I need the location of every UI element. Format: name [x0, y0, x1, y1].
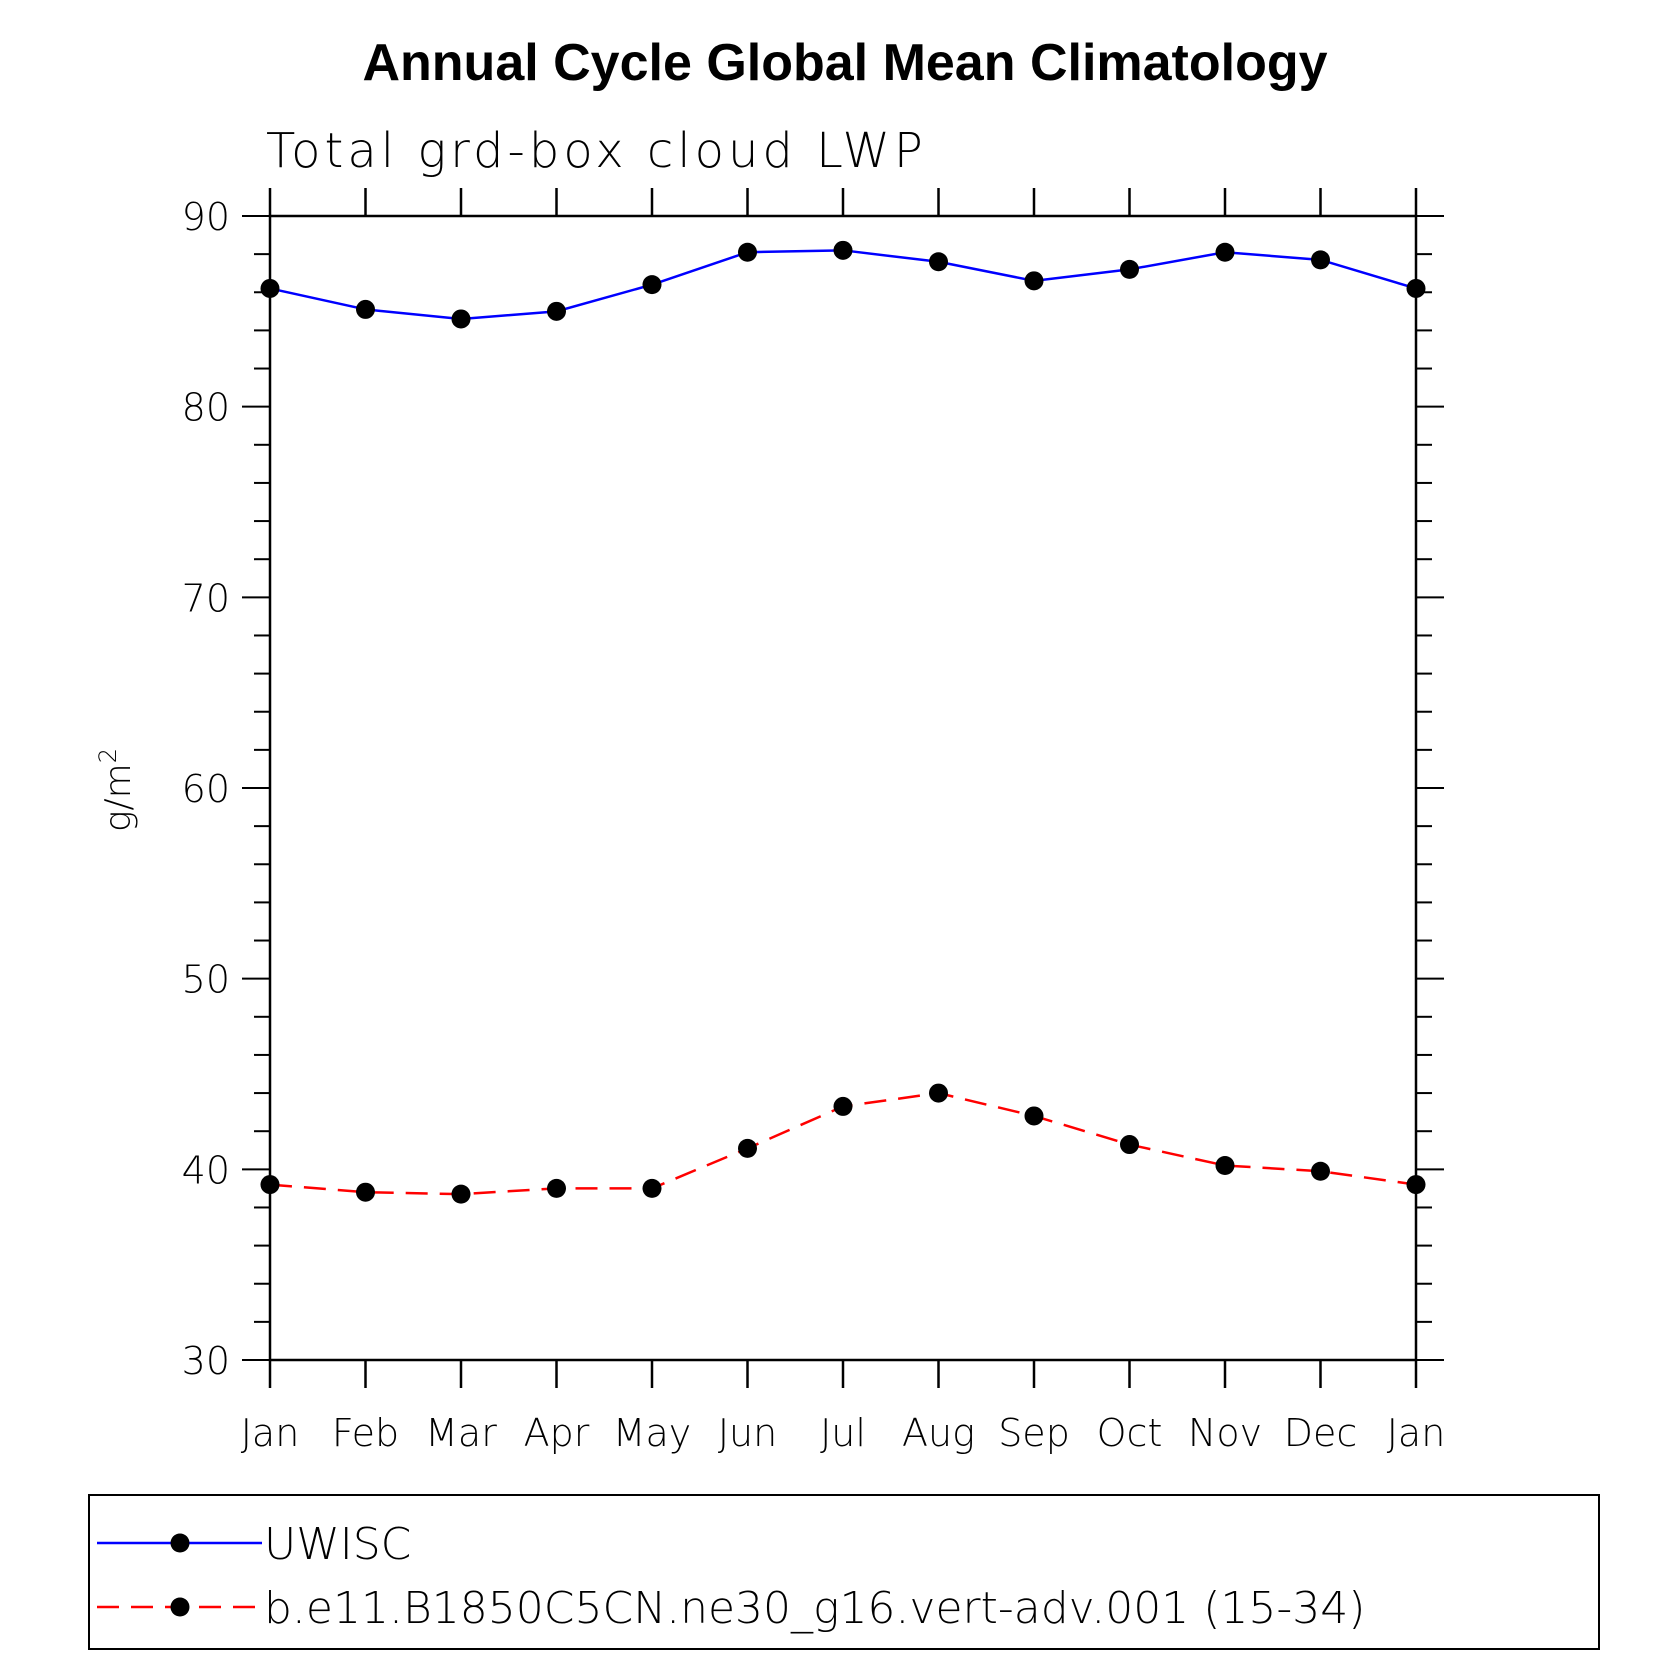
data-point	[929, 252, 948, 272]
data-point	[1120, 259, 1139, 279]
y-tick-label: 80	[182, 386, 230, 430]
data-point	[1024, 271, 1044, 291]
series-group	[260, 240, 1426, 1204]
y-axis-label-superscript: 2	[94, 748, 122, 763]
data-point	[356, 1182, 375, 1202]
axes: Jan Feb Mar Apr May Jun Jul Aug Sep Oct Nov Dec Jan3…	[182, 188, 1446, 1455]
data-point	[1215, 1156, 1235, 1176]
data-point	[1406, 1175, 1426, 1195]
data-point	[260, 1175, 280, 1195]
y-tick-label: 30	[182, 1339, 230, 1383]
chart-subtitle: Total grd-box cloud LWP	[266, 123, 927, 179]
data-point	[738, 242, 757, 262]
data-point	[356, 299, 375, 319]
y-tick-label: 40	[182, 1148, 230, 1192]
data-point	[260, 278, 280, 298]
x-tick-label: Sep	[998, 1411, 1070, 1455]
data-point	[1311, 250, 1330, 270]
x-tick-label: May	[613, 1411, 692, 1455]
x-tick-label: Jan	[241, 1411, 300, 1455]
y-axis-label-base: g/m	[98, 763, 139, 832]
y-tick-label: 90	[182, 195, 230, 239]
data-point	[451, 309, 471, 329]
x-tick-label: Feb	[332, 1411, 399, 1455]
y-tick-label: 60	[182, 767, 230, 811]
data-point	[1406, 278, 1426, 298]
x-tick-label: Aug	[902, 1411, 975, 1455]
data-point	[1311, 1161, 1330, 1181]
data-point	[833, 1096, 853, 1116]
x-tick-label: Apr	[524, 1411, 590, 1455]
y-axis-label: g/m2	[94, 748, 139, 832]
legend: UWISC b.e11.B1850C5CN.ne30_g16.vert-adv.0…	[97, 1519, 1365, 1634]
data-point	[738, 1138, 757, 1158]
x-tick-label: Jan	[1387, 1411, 1446, 1455]
data-point	[1120, 1135, 1139, 1155]
legend-marker-1	[170, 1533, 190, 1553]
x-tick-label: Dec	[1284, 1411, 1358, 1455]
data-point	[547, 1178, 566, 1198]
x-tick-label: Jun	[718, 1411, 777, 1455]
x-tick-label: Jul	[820, 1411, 866, 1455]
data-point	[642, 1178, 662, 1198]
series-line-1	[269, 249, 1417, 321]
plot-area	[268, 214, 1418, 1362]
chart-title: Annual Cycle Global Mean Climatology	[362, 34, 1327, 92]
x-tick-label: Oct	[1097, 1411, 1163, 1455]
legend-marker-2	[170, 1597, 190, 1617]
data-point	[547, 301, 566, 321]
y-tick-label: 50	[182, 958, 230, 1002]
legend-label-1: UWISC	[264, 1519, 411, 1570]
legend-box	[88, 1494, 1600, 1650]
data-point	[929, 1083, 948, 1103]
legend-label-2: b.e11.B1850C5CN.ne30_g16.vert-adv.001 (1…	[264, 1583, 1365, 1634]
data-point	[1215, 242, 1235, 262]
data-point	[1024, 1106, 1044, 1126]
data-point	[451, 1184, 471, 1204]
x-tick-label: Mar	[425, 1411, 497, 1455]
x-tick-label: Nov	[1188, 1411, 1262, 1455]
y-tick-label: 70	[182, 576, 230, 620]
data-point	[642, 275, 662, 295]
data-point	[833, 240, 853, 260]
